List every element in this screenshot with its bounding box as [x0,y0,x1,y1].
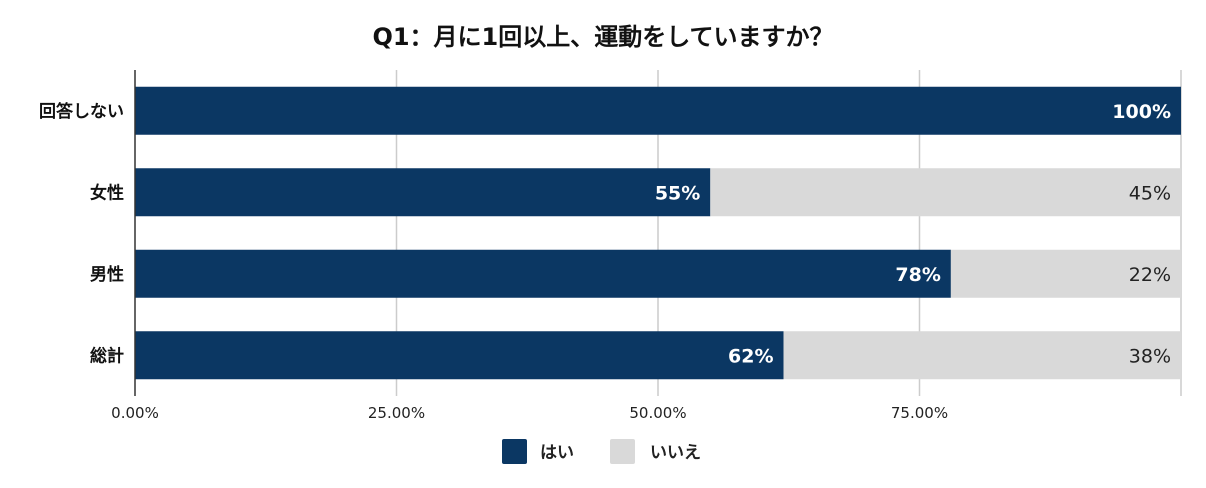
category-label-1: 女性 [90,182,124,203]
bar-0-1 [135,168,711,217]
chart-title: Q1：月に1回以上、運動をしていますか？ [372,23,833,51]
x-tick-label-1: 25.00% [368,404,425,422]
category-label-0: 回答しない [39,101,124,122]
bar-0-3 [135,331,784,380]
data-label-0-3: 62% [728,345,773,367]
x-tick-label-3: 75.00% [891,404,948,422]
bar-1-1 [710,168,1181,217]
bar-1-3 [783,331,1181,380]
data-label-1-1: 45% [1129,182,1171,204]
bars: 100% 55% 45% 78% 22% 62% 38% [135,86,1181,380]
x-tick-label-2: 50.00% [629,404,686,422]
legend-swatch-1 [610,439,635,464]
data-label-0-2: 78% [895,264,940,286]
data-label-1-3: 38% [1129,345,1171,367]
legend-swatch-0 [502,439,527,464]
category-label-3: 総計 [90,345,124,366]
bar-0-2 [135,249,951,298]
category-label-2: 男性 [90,264,124,285]
legend-label-1: いいえ [650,443,701,463]
data-label-1-2: 22% [1129,264,1171,286]
x-tick-label-0: 0.00% [111,404,159,422]
data-label-0-0: 100% [1112,101,1171,123]
x-axis-ticks: 0.00% 25.00% 50.00% 75.00% [111,404,948,422]
bar-0-0 [135,86,1181,135]
data-label-0-1: 55% [655,182,700,204]
bar-1-2 [950,249,1181,298]
legend-label-0: はい [540,443,574,463]
legend: はい いいえ [502,439,701,464]
